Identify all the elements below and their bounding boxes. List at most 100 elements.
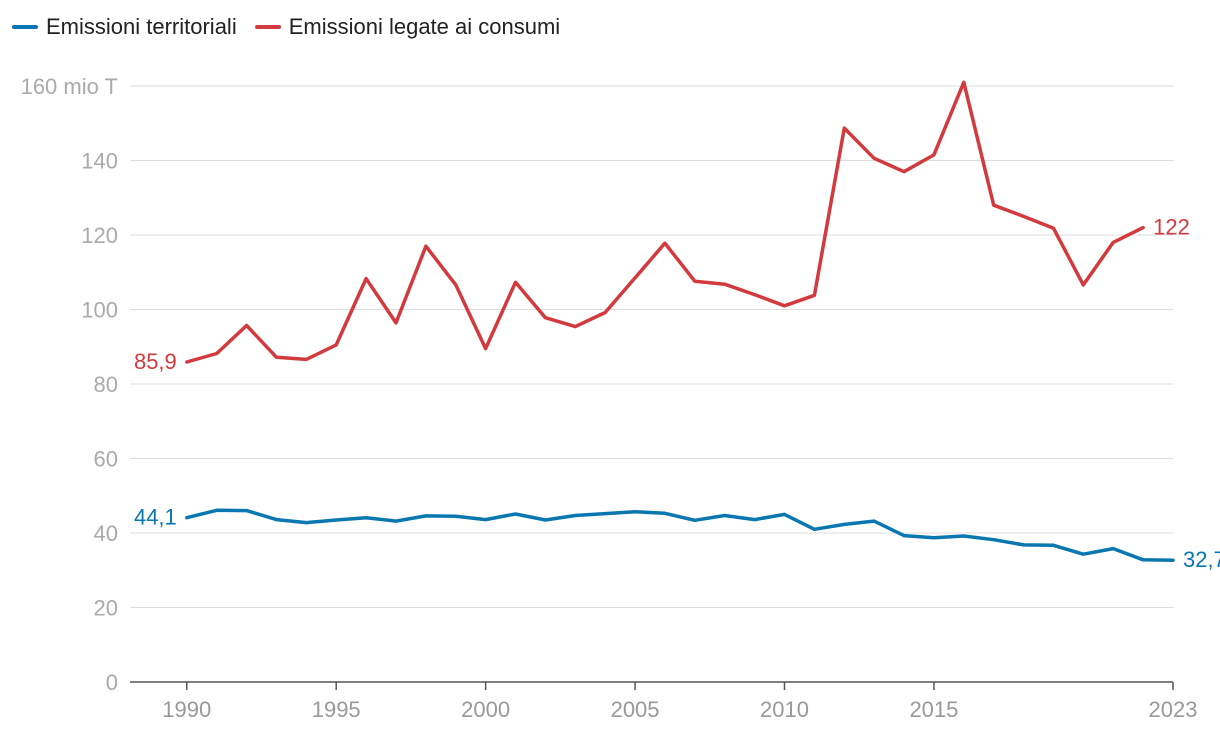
data-point bbox=[215, 509, 218, 512]
data-point bbox=[1142, 558, 1145, 561]
data-point bbox=[365, 516, 368, 519]
data-point bbox=[783, 304, 786, 307]
data-point bbox=[903, 534, 906, 537]
x-tick-label: 2005 bbox=[611, 697, 660, 722]
data-point bbox=[574, 325, 577, 328]
data-point bbox=[335, 343, 338, 346]
data-point bbox=[753, 518, 756, 521]
legend-item-territorial: Emissioni territoriali bbox=[12, 14, 237, 40]
y-tick-label: 100 bbox=[81, 298, 118, 323]
data-point bbox=[454, 515, 457, 518]
data-point bbox=[873, 520, 876, 523]
y-tick-label: 140 bbox=[81, 149, 118, 174]
legend: Emissioni territoriali Emissioni legate … bbox=[12, 14, 560, 40]
data-point bbox=[215, 352, 218, 355]
data-point bbox=[604, 512, 607, 515]
legend-label-consumption: Emissioni legate ai consumi bbox=[288, 14, 561, 39]
data-point bbox=[634, 510, 637, 513]
data-point bbox=[693, 280, 696, 283]
y-tick-label: 120 bbox=[81, 223, 118, 248]
data-point bbox=[1172, 559, 1175, 562]
data-point bbox=[185, 361, 188, 364]
data-point bbox=[395, 321, 398, 324]
x-tick-label: 1990 bbox=[162, 697, 211, 722]
x-tick-label: 2023 bbox=[1149, 697, 1198, 722]
data-point bbox=[843, 127, 846, 130]
data-point bbox=[454, 283, 457, 286]
y-tick-label: 80 bbox=[94, 372, 118, 397]
legend-swatch-consumption bbox=[254, 25, 281, 29]
data-point bbox=[992, 204, 995, 207]
data-point bbox=[305, 521, 308, 524]
data-point bbox=[544, 519, 547, 522]
series-group bbox=[185, 80, 1175, 562]
legend-label-territorial: Emissioni territoriali bbox=[46, 14, 237, 39]
x-tick-label: 2000 bbox=[461, 697, 510, 722]
y-tick-label: 60 bbox=[94, 447, 118, 472]
data-point bbox=[813, 294, 816, 297]
data-point bbox=[932, 153, 935, 156]
data-labels: 44,1 32,7 85,9 122 bbox=[134, 215, 1220, 573]
data-point bbox=[484, 347, 487, 350]
x-tick-label: 1995 bbox=[312, 697, 361, 722]
data-point bbox=[903, 170, 906, 173]
data-point bbox=[574, 514, 577, 517]
data-point bbox=[962, 535, 965, 538]
data-point bbox=[992, 538, 995, 541]
end-value-label: 32,7 bbox=[1183, 547, 1220, 572]
data-point bbox=[604, 311, 607, 314]
grid bbox=[130, 85, 1173, 683]
data-point bbox=[305, 358, 308, 361]
y-tick-label: 0 bbox=[106, 670, 118, 695]
data-point bbox=[962, 81, 965, 84]
data-point bbox=[275, 356, 278, 359]
y-tick-label: 20 bbox=[94, 596, 118, 621]
data-point bbox=[723, 283, 726, 286]
series-line-0 bbox=[185, 508, 1175, 562]
data-point bbox=[514, 513, 517, 516]
data-point bbox=[245, 324, 248, 327]
data-point bbox=[395, 520, 398, 523]
data-point bbox=[1022, 215, 1025, 218]
data-point bbox=[753, 293, 756, 296]
data-point bbox=[1142, 226, 1145, 229]
data-point bbox=[275, 518, 278, 521]
legend-swatch-territorial bbox=[12, 25, 38, 29]
data-point bbox=[1112, 547, 1115, 550]
data-point bbox=[723, 514, 726, 517]
y-axis-ticks: 0 20 40 60 80 100 120 140 160 mio T bbox=[21, 74, 118, 695]
data-point bbox=[663, 512, 666, 515]
data-point bbox=[1082, 283, 1085, 286]
legend-item-consumption: Emissioni legate ai consumi bbox=[254, 14, 561, 40]
data-point bbox=[663, 242, 666, 245]
y-tick-label: 160 mio T bbox=[21, 74, 118, 99]
data-point bbox=[1052, 227, 1055, 230]
end-value-label: 122 bbox=[1153, 215, 1190, 240]
series-line-1 bbox=[185, 80, 1145, 364]
data-point bbox=[424, 514, 427, 517]
data-point bbox=[1052, 544, 1055, 547]
x-axis-ticks: 1990 1995 2000 2005 2010 2015 2023 bbox=[162, 682, 1197, 722]
data-point bbox=[1112, 241, 1115, 244]
x-tick-label: 2010 bbox=[760, 697, 809, 722]
data-point bbox=[365, 277, 368, 280]
data-point bbox=[1022, 543, 1025, 546]
data-point bbox=[634, 276, 637, 279]
data-point bbox=[1082, 553, 1085, 556]
x-tick-label: 2015 bbox=[909, 697, 958, 722]
data-point bbox=[873, 157, 876, 160]
start-value-label: 44,1 bbox=[134, 505, 177, 530]
start-value-label: 85,9 bbox=[134, 349, 177, 374]
data-point bbox=[424, 245, 427, 248]
data-point bbox=[335, 519, 338, 522]
data-point bbox=[484, 518, 487, 521]
data-point bbox=[544, 316, 547, 319]
data-point bbox=[932, 536, 935, 539]
data-point bbox=[783, 513, 786, 516]
data-point bbox=[693, 519, 696, 522]
data-point bbox=[514, 281, 517, 284]
data-point bbox=[185, 516, 188, 519]
data-point bbox=[813, 528, 816, 531]
data-point bbox=[843, 523, 846, 526]
